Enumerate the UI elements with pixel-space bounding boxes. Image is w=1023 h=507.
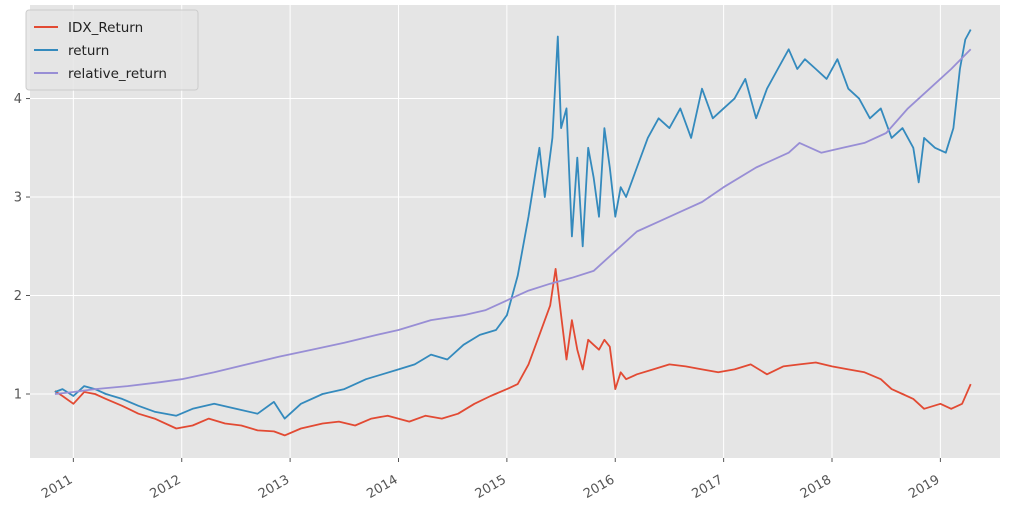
- x-tick-label: 2016: [581, 472, 617, 502]
- y-tick-label: 1: [14, 387, 22, 402]
- x-axis: 2011 2012 2013 2014 2015 2016 2017 2018 2019: [39, 458, 942, 502]
- legend-box: [25, 9, 199, 91]
- x-tick-label: 2014: [364, 472, 400, 502]
- x-tick-label: 2018: [798, 472, 834, 502]
- series-line-return: [54, 29, 972, 420]
- x-tick-label: 2015: [473, 472, 509, 502]
- legend-label-return: return: [68, 43, 109, 59]
- grid: [30, 5, 1000, 458]
- legend-label-idx-return: IDX_Return: [68, 20, 143, 36]
- x-tick-label: 2019: [906, 472, 942, 502]
- x-tick-label: 2011: [39, 472, 75, 502]
- series-line-relative-return: [54, 48, 972, 395]
- series-layer: [54, 29, 972, 437]
- x-tick-label: 2013: [256, 472, 292, 502]
- x-tick-label: 2012: [148, 472, 184, 502]
- y-axis: 1 2 3 4: [14, 92, 30, 402]
- y-tick-label: 4: [14, 92, 22, 107]
- legend: IDX_Return return relative_return: [25, 9, 199, 91]
- series-line-idx-return: [54, 267, 972, 437]
- x-tick-label: 2017: [689, 472, 725, 502]
- y-tick-label: 2: [14, 289, 22, 304]
- y-tick-label: 3: [14, 191, 22, 206]
- legend-label-relative-return: relative_return: [68, 66, 167, 82]
